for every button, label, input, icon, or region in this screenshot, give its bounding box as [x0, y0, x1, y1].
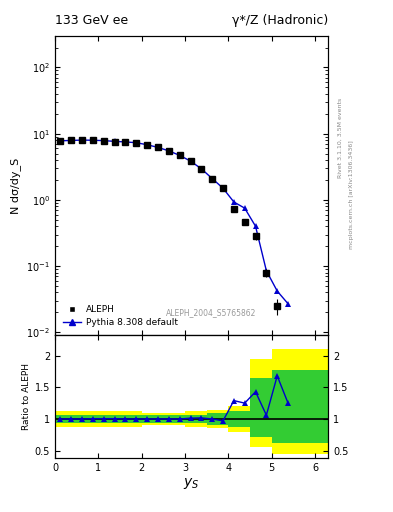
Text: γ*/Z (Hadronic): γ*/Z (Hadronic): [232, 14, 328, 27]
Text: mcplots.cern.ch [arXiv:1306.3436]: mcplots.cern.ch [arXiv:1306.3436]: [349, 140, 354, 249]
Y-axis label: N dσ/dy_S: N dσ/dy_S: [10, 158, 21, 214]
X-axis label: $y_S$: $y_S$: [184, 476, 200, 491]
Text: 133 GeV ee: 133 GeV ee: [55, 14, 128, 27]
Text: Rivet 3.1.10, 3.5M events: Rivet 3.1.10, 3.5M events: [338, 98, 342, 178]
Legend: ALEPH, Pythia 8.308 default: ALEPH, Pythia 8.308 default: [59, 301, 181, 331]
Text: ALEPH_2004_S5765862: ALEPH_2004_S5765862: [165, 308, 256, 317]
Y-axis label: Ratio to ALEPH: Ratio to ALEPH: [22, 364, 31, 430]
